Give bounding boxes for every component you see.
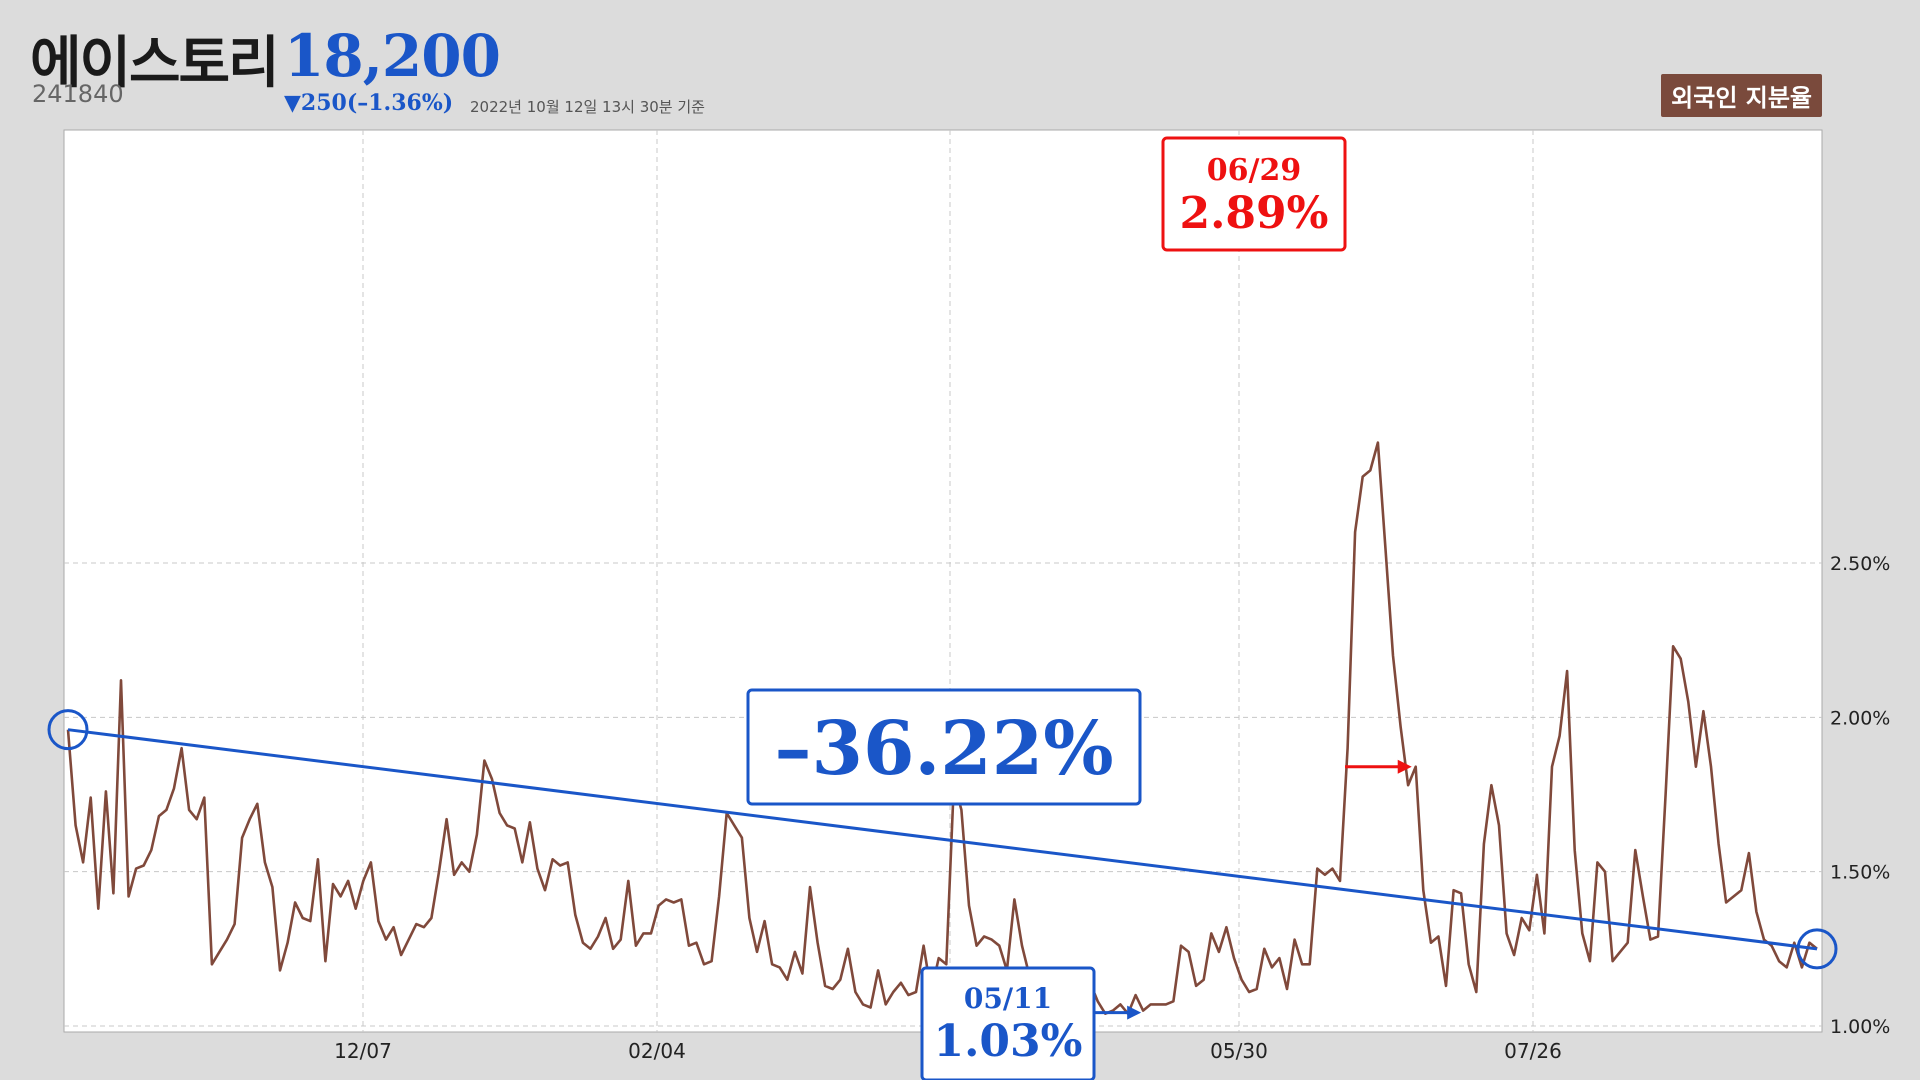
trend-line: [67, 728, 1818, 951]
low-annotation-box: [920, 966, 1096, 1080]
y-tick-label: 2.00%: [1830, 707, 1890, 729]
trend-end-circle: [1796, 928, 1838, 970]
low-arrow-head: [1127, 1005, 1142, 1020]
trend-change-value: –36.22%: [774, 706, 1113, 792]
plot-area: [63, 129, 1823, 1033]
x-tick-label: 12/07: [334, 1039, 392, 1063]
x-tick-label: 05/30: [1210, 1039, 1268, 1063]
y-tick-label: 2.50%: [1830, 553, 1890, 575]
high-annotation-box: [1161, 136, 1347, 252]
stock-code: 241840: [32, 80, 124, 108]
stock-price: 18,200: [284, 22, 501, 90]
trend-start-circle: [47, 709, 89, 751]
high-date: 06/29: [1207, 153, 1301, 188]
series-line: [66, 441, 1818, 1015]
y-tick-label: 1.00%: [1830, 1016, 1890, 1038]
low-value: 1.03%: [934, 1016, 1083, 1067]
price-change: ▼250(–1.36%): [284, 90, 454, 116]
high-value: 2.89%: [1180, 188, 1329, 239]
stock-name: 에이스토리: [30, 31, 280, 96]
metric-badge: 외국인 지분율: [1661, 74, 1822, 117]
y-tick-label: 1.50%: [1830, 862, 1890, 884]
trend-change-box: [746, 688, 1142, 806]
x-tick-label: 02/04: [628, 1039, 686, 1063]
low-date: 05/11: [964, 982, 1052, 1015]
x-tick-label: 07/26: [1504, 1039, 1562, 1063]
as-of-timestamp: 2022년 10월 12일 13시 30분 기준: [470, 98, 705, 116]
high-arrow-head: [1397, 759, 1412, 774]
